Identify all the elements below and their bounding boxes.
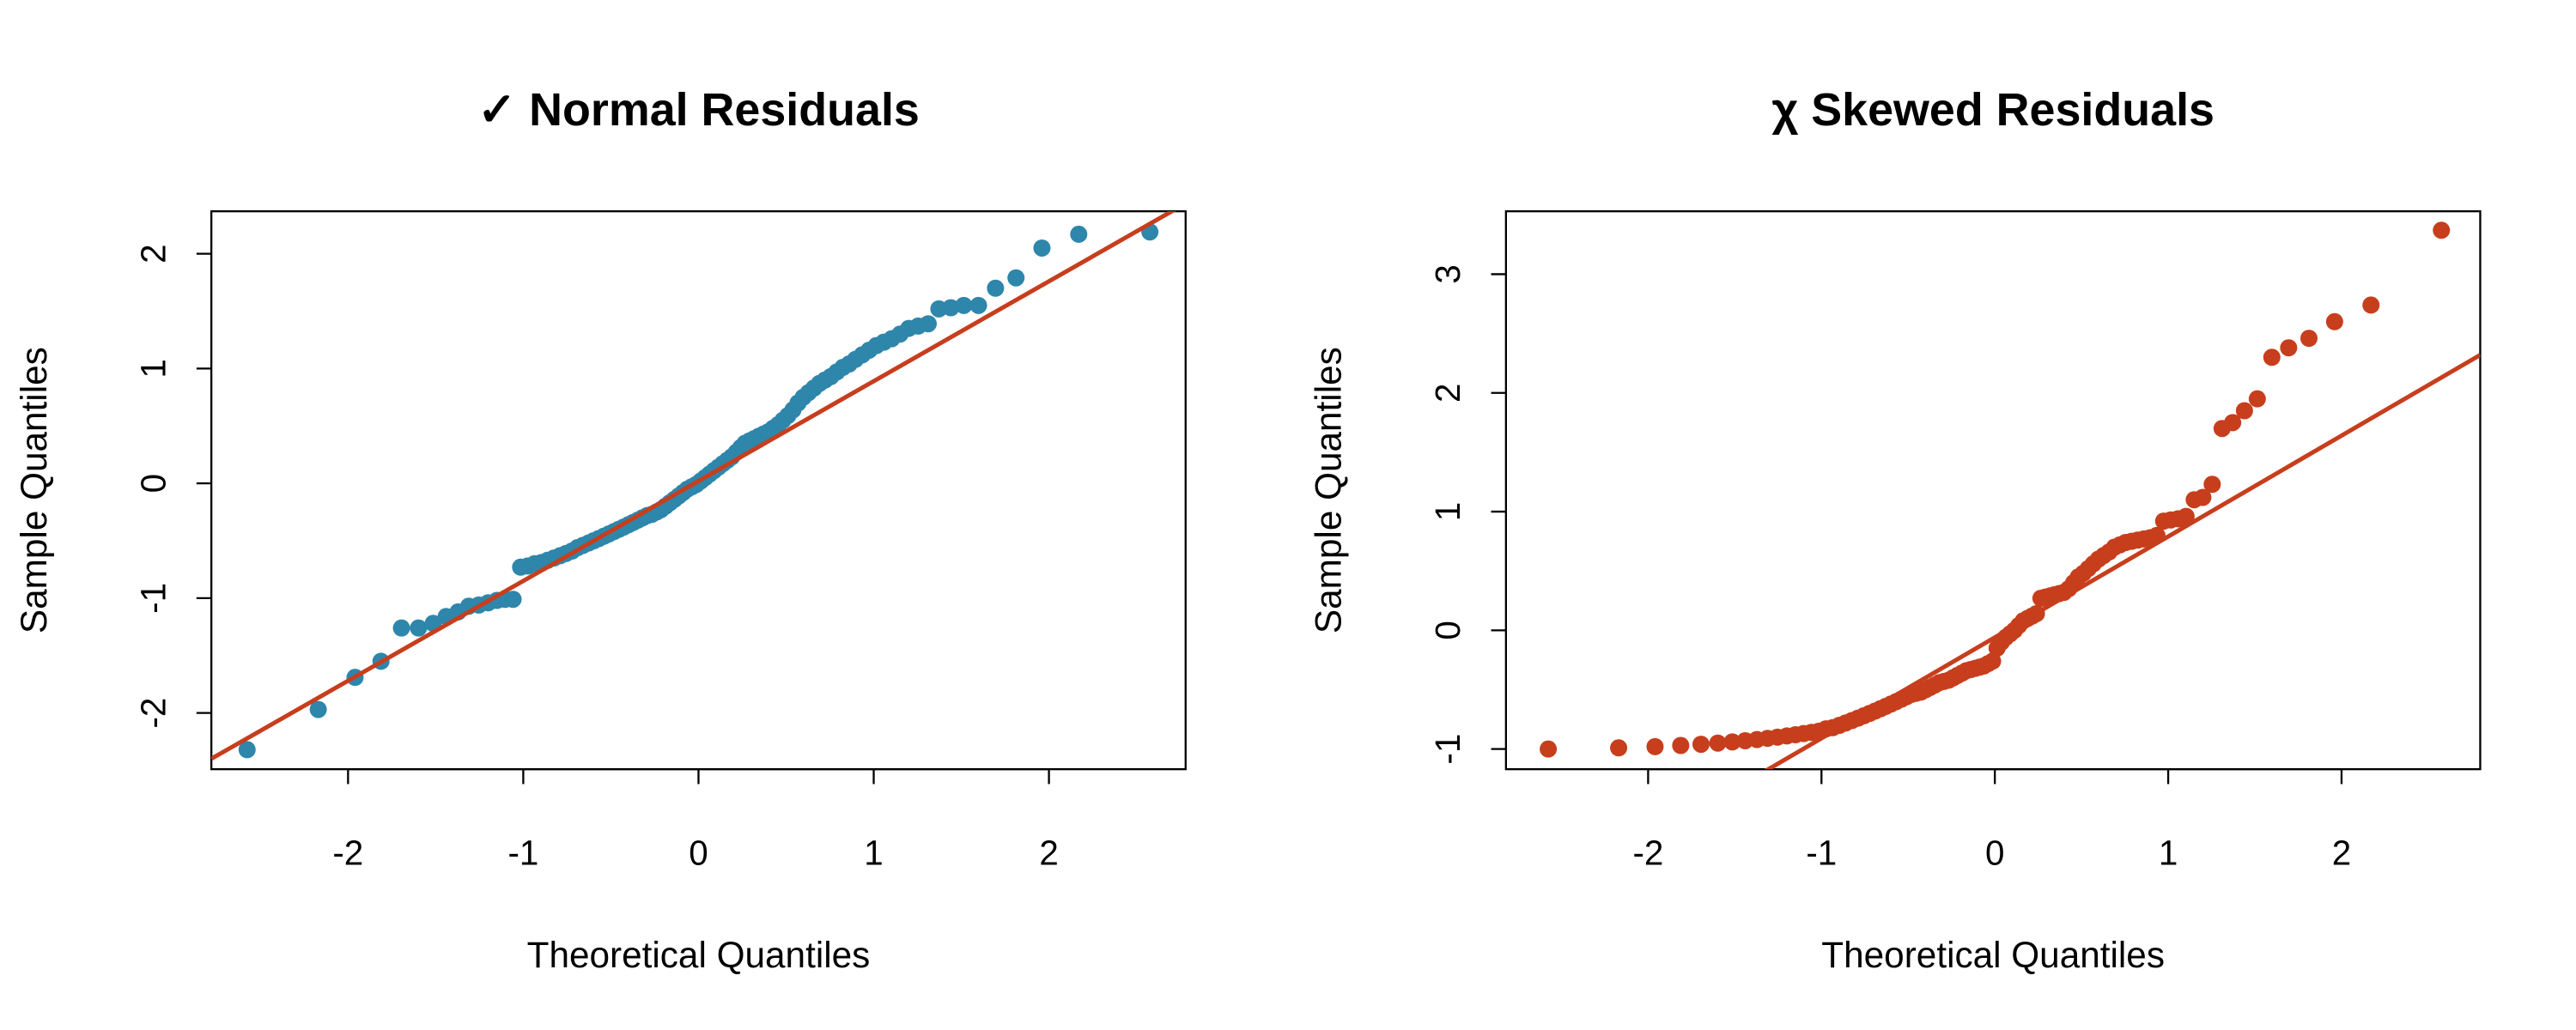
chart-title: ✓ Normal Residuals <box>477 84 920 136</box>
x-tick-label: 1 <box>2159 833 2178 873</box>
point <box>1984 652 2002 670</box>
point <box>2263 348 2281 367</box>
x-tick-label: 0 <box>689 833 708 873</box>
point <box>1070 225 1088 243</box>
point <box>955 296 973 314</box>
point <box>1540 740 1558 758</box>
x-tick-label: 2 <box>2332 833 2351 873</box>
x-tick-label: 0 <box>1985 833 2004 873</box>
point <box>309 700 327 718</box>
point <box>1709 734 1727 752</box>
y-tick-label: -1 <box>1428 734 1467 765</box>
point <box>2325 312 2343 330</box>
point <box>969 296 987 314</box>
y-tick-label: 3 <box>1428 264 1467 283</box>
y-tick-label: 1 <box>1428 502 1467 521</box>
x-tick-label: 1 <box>864 833 883 873</box>
plot-frame <box>1504 210 2482 771</box>
point <box>2248 390 2266 408</box>
point <box>504 591 522 609</box>
y-axis-label: Sample Quantiles <box>14 347 54 633</box>
x-tick-label: -2 <box>332 833 363 873</box>
qq-line <box>211 211 1176 761</box>
y-tick-label: 2 <box>133 244 173 263</box>
y-tick-label: 0 <box>133 474 173 493</box>
x-axis-label: Theoretical Quantiles <box>1821 935 2165 975</box>
point <box>1646 737 1664 755</box>
point <box>1610 739 1628 757</box>
panel: ✓ Normal Residuals Theoretical Quantiles S… <box>14 84 1187 975</box>
point <box>2224 414 2242 432</box>
x-tick-label: -1 <box>507 833 538 873</box>
x-axis-label: Theoretical Quantiles <box>527 935 871 975</box>
chart-title: χ Skewed Residuals <box>1771 84 2215 136</box>
point <box>2362 296 2380 314</box>
point <box>2235 402 2253 420</box>
point <box>392 619 410 637</box>
point <box>2177 507 2195 525</box>
point <box>2280 339 2298 357</box>
point <box>410 619 428 637</box>
x-tick-label: -1 <box>1806 833 1837 873</box>
point <box>1692 736 1710 754</box>
y-tick-label: -1 <box>133 583 173 614</box>
x-tick-label: 2 <box>1039 833 1058 873</box>
point <box>238 741 256 759</box>
point <box>1007 269 1025 287</box>
point <box>942 299 960 317</box>
panel: χ Skewed Residuals Theoretical Quantiles S… <box>1309 84 2482 975</box>
point <box>2194 488 2212 506</box>
qq-line <box>1764 353 2481 770</box>
y-tick-label: 0 <box>1428 621 1467 639</box>
point <box>2433 221 2451 239</box>
point <box>1672 736 1690 754</box>
x-tick-label: -2 <box>1632 833 1663 873</box>
y-axis-label: Sample Quantiles <box>1309 347 1349 633</box>
point <box>1723 733 1741 751</box>
y-tick-label: 2 <box>1428 384 1467 403</box>
point <box>919 315 937 333</box>
point <box>987 279 1005 297</box>
y-tick-label: 1 <box>133 359 173 378</box>
point <box>2203 476 2221 494</box>
point <box>2300 330 2318 348</box>
y-tick-label: -2 <box>133 698 173 729</box>
point <box>1033 239 1051 257</box>
